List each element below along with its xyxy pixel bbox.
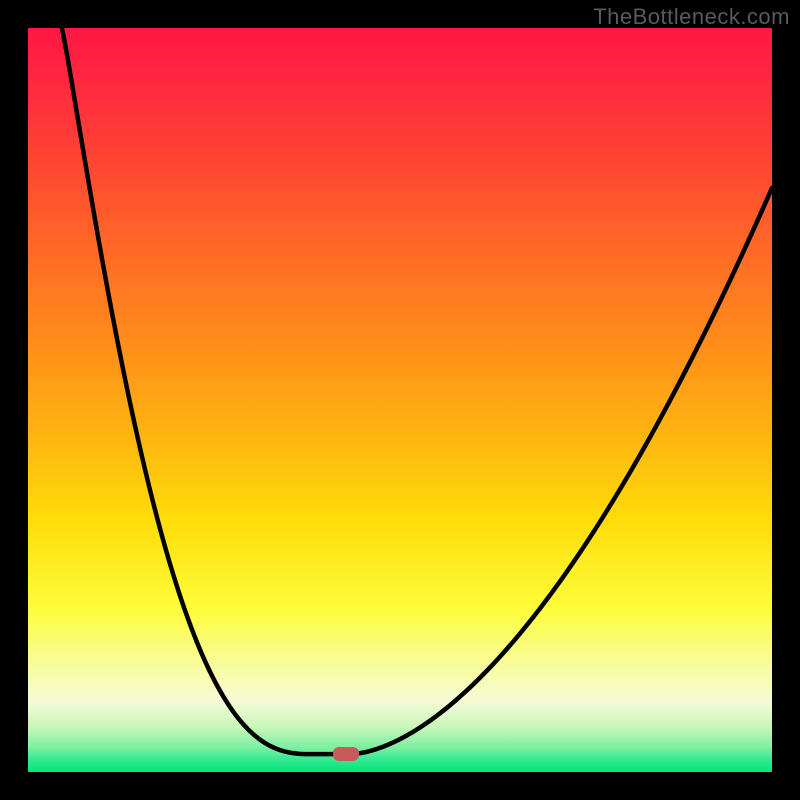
chart-frame: TheBottleneck.com	[0, 0, 800, 800]
plot-area	[28, 28, 772, 772]
optimum-marker	[333, 747, 359, 761]
bottleneck-curve	[28, 28, 772, 772]
watermark-text: TheBottleneck.com	[593, 4, 790, 30]
